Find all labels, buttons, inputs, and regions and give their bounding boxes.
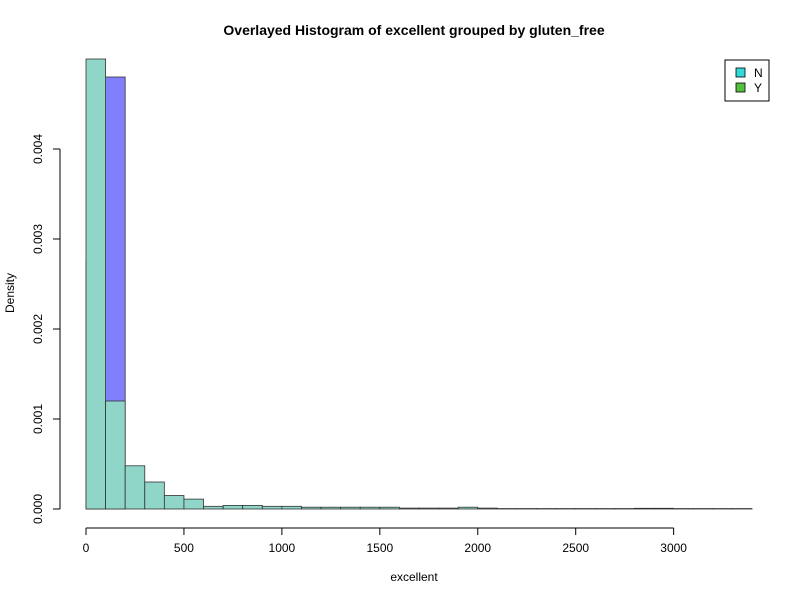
bar-N-19 [457,506,479,510]
legend: NY [724,59,770,102]
legend-label-Y: Y [754,81,762,95]
bar-N-0 [85,58,106,510]
legend-label-N: N [754,66,763,80]
x-tick-label: 0 [83,541,90,555]
bar-N-20 [477,507,498,510]
x-axis-label: excellent [390,570,438,584]
x-tick-label: 1500 [366,541,393,555]
y-tick-label: 0.000 [31,494,45,524]
y-tick-label: 0.002 [31,314,45,344]
bar-N-13 [340,506,361,510]
x-tick-label: 1000 [269,541,296,555]
chart-title: Overlayed Histogram of excellent grouped… [223,22,604,38]
bar-N-15 [379,506,400,510]
bar-N-6 [203,505,224,510]
x-tick-label: 2500 [562,541,589,555]
legend-swatch-Y [735,82,746,93]
bar-N-8 [242,504,263,510]
bar-N-29 [653,507,675,510]
x-tick-label: 3000 [660,541,687,555]
bar-N-28 [634,507,655,510]
bar-N-18 [438,507,459,510]
bar-N-12 [320,506,342,510]
x-axis: 0 500 1000 1500 2000 2500 3000 [83,527,687,555]
y-tick-label: 0.004 [31,134,45,164]
bar-N-9 [261,505,283,510]
bar-N-7 [222,504,244,510]
bar-N-14 [359,506,381,510]
bar-N-2 [124,465,146,510]
x-tick-label: 2000 [464,541,491,555]
y-tick-label: 0.001 [31,404,45,434]
bar-N-5 [183,498,204,510]
legend-box [724,59,770,102]
bars-group [85,58,753,510]
legend-swatch-N [735,67,746,78]
bar-N-17 [418,507,439,510]
y-axis: 0.000 0.001 0.002 0.003 0.004 [31,134,61,524]
bar-N-4 [163,495,185,510]
bar-N-11 [301,506,322,510]
y-axis-label: Density [3,273,17,313]
bar-N-1 [105,400,126,510]
x-tick-label: 500 [174,541,194,555]
bar-N-10 [281,505,302,510]
bar-N-3 [144,481,165,510]
y-tick-label: 0.003 [31,224,45,254]
bar-N-16 [399,507,420,510]
